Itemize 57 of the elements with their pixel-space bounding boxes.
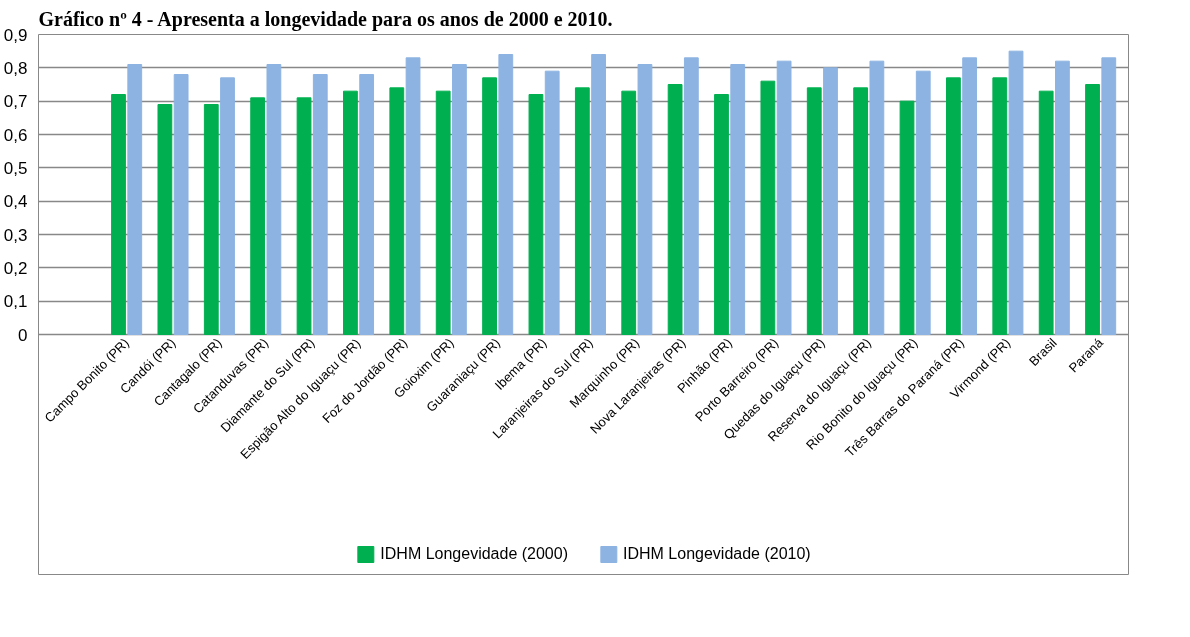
y-tick-label: 0,1 [3,292,28,312]
bar [343,90,358,335]
bar [266,64,282,335]
bar [498,54,514,335]
bar [111,94,126,335]
bar [962,57,978,335]
bar [853,87,869,335]
legend-label: IDHM Longevidade (2000) [380,545,568,563]
bar [127,64,143,335]
bar [250,97,266,335]
bar [1101,57,1117,335]
bar [683,57,699,335]
y-tick-label: 0,4 [3,192,28,212]
bar [359,74,375,335]
bar [574,87,590,335]
bar [312,74,328,335]
bar [992,77,1008,335]
bar [637,64,653,335]
bar [435,90,451,335]
bar [1038,90,1054,335]
y-tick-label: 0,9 [3,25,28,45]
bar [220,77,235,335]
bar [667,84,683,335]
y-tick-label: 0,6 [3,125,28,145]
bar [528,94,544,335]
bar [405,57,421,335]
legend-label: IDHM Longevidade (2010) [623,545,811,563]
bar [714,94,729,335]
bar [760,80,776,335]
bar [946,77,961,335]
bar [806,87,822,335]
bar [915,70,931,335]
y-tick-label: 0,2 [3,258,28,278]
bar [730,64,746,335]
bar [1055,60,1070,335]
bar [544,70,560,335]
bar [621,90,637,335]
bar [823,67,838,335]
chart-title: Gráfico nº 4 - Apresenta a longevidade para os anos de 2000 e 2010. [38,7,613,31]
bar [899,100,915,335]
bar [157,104,173,335]
y-tick-label: 0 [18,325,28,345]
bar [591,54,606,335]
bar [452,64,467,335]
bar [389,87,405,335]
y-tick-label: 0,5 [3,158,28,178]
bar [296,97,312,335]
bar [1008,50,1024,335]
y-tick-label: 0,3 [3,225,28,245]
y-tick-label: 0,7 [3,92,28,112]
bar [869,60,885,335]
bar [482,77,497,335]
bar [203,104,219,335]
y-tick-label: 0,8 [3,58,28,78]
bar [776,60,792,335]
bar [173,74,189,335]
bar [1085,84,1100,335]
